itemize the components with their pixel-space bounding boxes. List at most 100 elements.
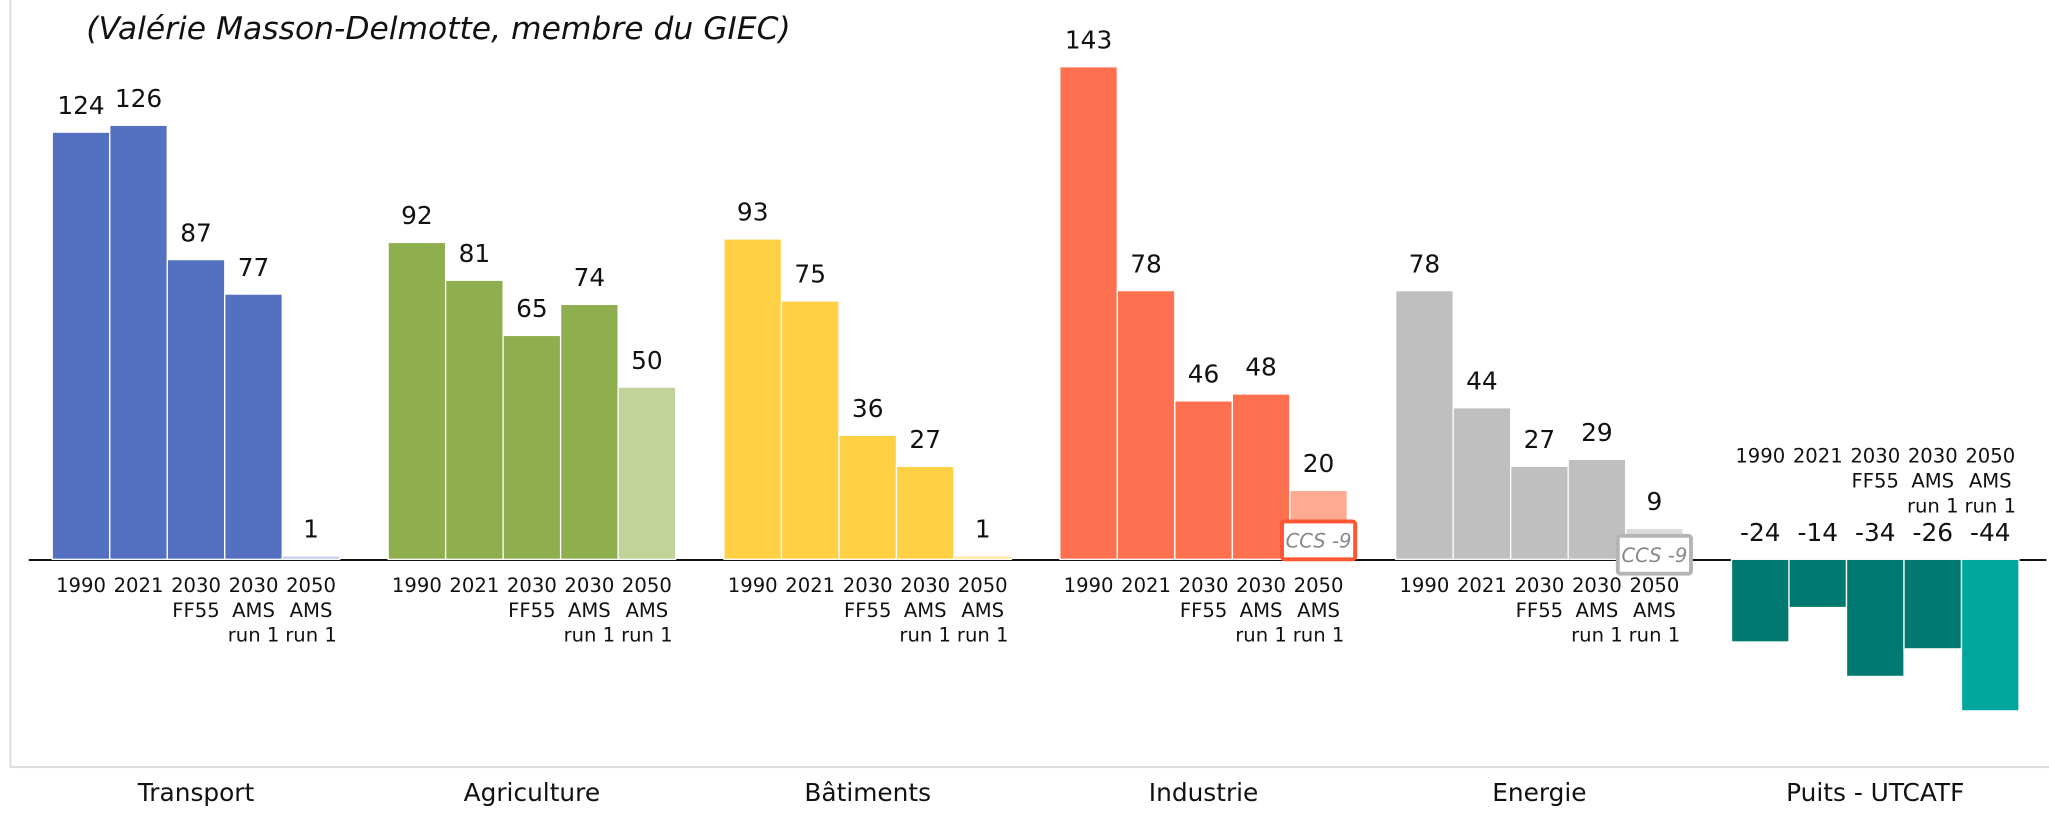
bar-label: 1990 xyxy=(1399,574,1449,597)
value-label: 9 xyxy=(1647,487,1663,516)
bar-label: 2030 xyxy=(1850,445,1900,468)
bar-label: 2030 xyxy=(1179,574,1229,597)
bar xyxy=(723,238,783,560)
frame xyxy=(9,0,2049,769)
bar-label: 2050 xyxy=(622,574,672,597)
bar xyxy=(51,131,111,560)
bar-label: AMS xyxy=(1969,469,2012,492)
bar xyxy=(166,258,226,560)
bar-label: FF55 xyxy=(1852,469,1899,492)
subtitle: (Valérie Masson-Delmotte, membre du GIEC… xyxy=(86,11,791,47)
bar-label: 2050 xyxy=(1965,445,2015,468)
value-label: 50 xyxy=(631,346,663,375)
group-label: Transport xyxy=(137,778,255,807)
bar-label: AMS xyxy=(1297,599,1340,622)
bar-label: run 1 xyxy=(285,624,337,647)
chart-body: (Valérie Masson-Delmotte, membre du GIEC… xyxy=(9,0,2049,807)
annotation-box xyxy=(1615,533,1693,576)
bar-label: 2030 xyxy=(1908,445,1958,468)
value-label: 44 xyxy=(1466,366,1498,395)
bar xyxy=(1903,558,1963,650)
bar xyxy=(1395,289,1454,560)
value-label: -44 xyxy=(1970,518,2011,547)
bar-label: AMS xyxy=(1576,599,1619,622)
bar xyxy=(1510,465,1569,560)
value-label: 92 xyxy=(401,201,433,230)
bar xyxy=(780,300,840,560)
bar xyxy=(1116,289,1176,560)
bar-label: 2030 xyxy=(507,574,557,597)
value-label: 48 xyxy=(1245,353,1277,382)
value-label: 1 xyxy=(975,515,991,544)
bar-label: run 1 xyxy=(957,624,1009,647)
value-label: -14 xyxy=(1797,518,1838,547)
bar-label: AMS xyxy=(961,599,1004,622)
bar-label: run 1 xyxy=(1629,624,1681,647)
bar xyxy=(895,465,955,560)
bar xyxy=(224,293,283,560)
bar-label: 2021 xyxy=(1793,445,1843,468)
bar-label: run 1 xyxy=(1235,624,1287,647)
bar-label: 2030 xyxy=(171,574,221,597)
bar-label: 2050 xyxy=(286,574,336,597)
value-label: 87 xyxy=(180,218,212,247)
value-label: 29 xyxy=(1581,418,1613,447)
bar-label: FF55 xyxy=(508,599,555,622)
value-label: 93 xyxy=(737,198,769,227)
value-label: 124 xyxy=(57,91,104,120)
bar xyxy=(1174,400,1233,560)
bar-label: FF55 xyxy=(1180,599,1227,622)
bar xyxy=(502,334,562,560)
bar-label: 1990 xyxy=(1064,574,1114,597)
bar xyxy=(953,555,1013,560)
value-label: 1 xyxy=(303,515,319,544)
value-label: 65 xyxy=(516,294,548,323)
bar-label: run 1 xyxy=(1964,494,2016,517)
bar-label: AMS xyxy=(290,599,333,622)
bar-label: run 1 xyxy=(1907,494,1959,517)
value-label: 46 xyxy=(1188,360,1220,389)
bar-label: 1990 xyxy=(392,574,442,597)
group-label: Industrie xyxy=(1149,778,1259,807)
bar xyxy=(1730,558,1790,643)
value-label: 78 xyxy=(1130,249,1162,278)
bar xyxy=(1788,558,1848,609)
value-label: 143 xyxy=(1065,25,1112,54)
bar-label: run 1 xyxy=(228,624,280,647)
bar-label: run 1 xyxy=(564,624,616,647)
bar-label: 1990 xyxy=(56,574,106,597)
value-label: 74 xyxy=(574,263,606,292)
value-label: 126 xyxy=(115,84,162,113)
value-label: 77 xyxy=(238,253,270,282)
bar-label: 2050 xyxy=(958,574,1008,597)
bar-label: 2030 xyxy=(1572,574,1622,597)
bar-label: run 1 xyxy=(899,624,951,647)
bar-label: 2050 xyxy=(1294,574,1344,597)
bar-label: AMS xyxy=(1911,469,1954,492)
group-label: Energie xyxy=(1492,778,1586,807)
group-label: Puits - UTCATF xyxy=(1786,778,1964,807)
bar-label: AMS xyxy=(1633,599,1676,622)
value-label: -26 xyxy=(1912,518,1953,547)
bar-label: 2021 xyxy=(785,574,835,597)
bar xyxy=(387,241,447,560)
annotation: CCS -9 xyxy=(1621,544,1687,567)
bar-label: 2021 xyxy=(449,574,499,597)
bar-label: 2021 xyxy=(1121,574,1171,597)
bar xyxy=(559,303,619,560)
bar-label: 1990 xyxy=(1735,445,1785,468)
bar xyxy=(617,386,677,560)
bar-label: 2030 xyxy=(229,574,279,597)
value-label: 78 xyxy=(1409,249,1441,278)
bar xyxy=(1452,407,1512,560)
bar xyxy=(1845,558,1905,678)
bar-label: AMS xyxy=(232,599,275,622)
value-label: 36 xyxy=(852,394,884,423)
bar xyxy=(838,434,898,560)
bar-label: 2030 xyxy=(1236,574,1286,597)
bar-label: AMS xyxy=(1240,599,1283,622)
bar-label: AMS xyxy=(568,599,611,622)
annotation-box xyxy=(1280,519,1358,562)
bar-label: AMS xyxy=(904,599,947,622)
